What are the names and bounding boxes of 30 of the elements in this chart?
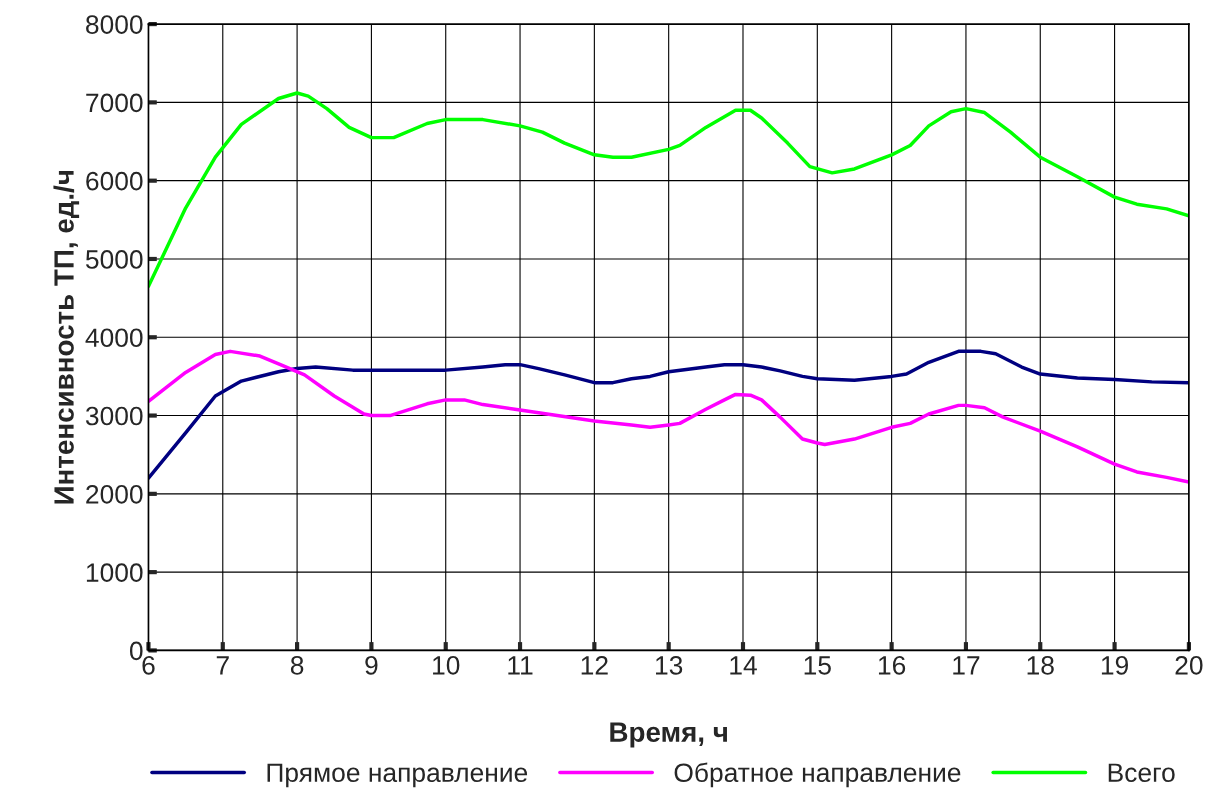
line-series xyxy=(148,91,1189,289)
x-tick-label: 13 xyxy=(656,655,683,675)
x-axis-title: Время, ч xyxy=(610,722,727,748)
x-tick-label: 11 xyxy=(508,656,533,675)
x-tick-label: 7 xyxy=(216,656,229,675)
x-tick-label: 14 xyxy=(730,656,757,675)
x-tick-label: 18 xyxy=(1027,655,1054,675)
y-tick-label: 2000 xyxy=(86,484,143,504)
y-tick-label: 7000 xyxy=(86,93,143,113)
x-tick-label: 20 xyxy=(1175,655,1203,675)
y-tick-label: 4000 xyxy=(85,328,143,348)
y-tick-label: 1000 xyxy=(86,563,143,582)
y-tick-label: 6000 xyxy=(86,171,143,191)
y-tick-label: 0 xyxy=(129,641,143,661)
x-tick-label: 8 xyxy=(290,655,304,675)
x-tick-label: 15 xyxy=(804,656,831,675)
x-tick-label: 10 xyxy=(433,655,460,675)
x-tick-label: 9 xyxy=(365,655,378,675)
y-tick-label: 3000 xyxy=(85,406,143,426)
x-tick-label: 6 xyxy=(142,655,155,675)
y-axis-title: Интенсивность ТП, ед./ч xyxy=(53,170,80,504)
x-tick-label: 16 xyxy=(878,655,906,675)
y-tick-label: 8000 xyxy=(86,15,143,34)
x-tick-label: 17 xyxy=(953,656,980,675)
x-tick-label: 12 xyxy=(581,655,608,675)
legend-label: Прямое направление xyxy=(267,763,528,788)
legend-label: Обратное направление xyxy=(674,762,961,788)
y-tick-label: 5000 xyxy=(85,250,143,269)
legend-label: Всего xyxy=(1108,763,1175,783)
x-tick-label: 19 xyxy=(1101,655,1129,675)
